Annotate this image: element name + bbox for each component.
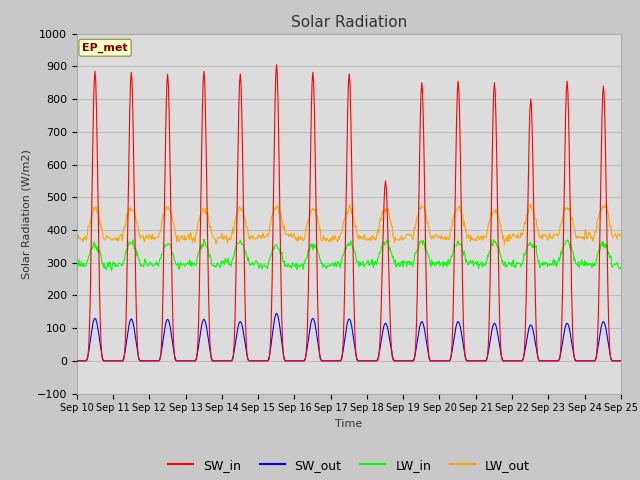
LW_in	[73, 264, 81, 269]
LW_out	[617, 232, 625, 238]
SW_in	[139, 358, 147, 364]
SW_in	[73, 358, 81, 364]
LW_out	[83, 237, 90, 243]
Legend: SW_in, SW_out, LW_in, LW_out: SW_in, SW_out, LW_in, LW_out	[163, 454, 535, 477]
Text: EP_met: EP_met	[82, 43, 128, 53]
LW_in	[433, 262, 440, 267]
LW_in	[200, 237, 208, 242]
Line: SW_out: SW_out	[77, 313, 621, 361]
Y-axis label: Solar Radiation (W/m2): Solar Radiation (W/m2)	[21, 149, 31, 278]
LW_in	[417, 240, 424, 246]
LW_out	[431, 234, 438, 240]
SW_out	[416, 324, 424, 330]
SW_out	[194, 348, 202, 353]
SW_out	[617, 358, 625, 364]
SW_in	[223, 358, 230, 364]
SW_out	[83, 357, 90, 363]
SW_in	[416, 156, 424, 161]
LW_in	[108, 268, 115, 274]
Line: LW_out: LW_out	[77, 204, 621, 244]
SW_out	[431, 358, 439, 364]
SW_in	[617, 358, 625, 364]
X-axis label: Time: Time	[335, 419, 362, 429]
LW_in	[224, 255, 232, 261]
LW_out	[223, 233, 230, 239]
SW_in	[194, 340, 202, 346]
LW_in	[140, 264, 147, 270]
LW_out	[194, 221, 202, 227]
LW_out	[73, 235, 81, 241]
Line: SW_in: SW_in	[77, 65, 621, 361]
SW_in	[273, 62, 280, 68]
LW_in	[83, 261, 90, 267]
SW_out	[139, 358, 147, 364]
LW_out	[139, 232, 147, 238]
LW_out	[500, 241, 508, 247]
LW_out	[415, 206, 422, 212]
SW_out	[223, 358, 230, 364]
SW_out	[273, 311, 280, 316]
LW_in	[195, 250, 202, 256]
SW_in	[83, 358, 90, 364]
LW_out	[526, 201, 534, 207]
Title: Solar Radiation: Solar Radiation	[291, 15, 407, 30]
SW_out	[73, 358, 81, 364]
SW_in	[431, 358, 439, 364]
Line: LW_in: LW_in	[77, 240, 621, 271]
LW_in	[617, 264, 625, 270]
